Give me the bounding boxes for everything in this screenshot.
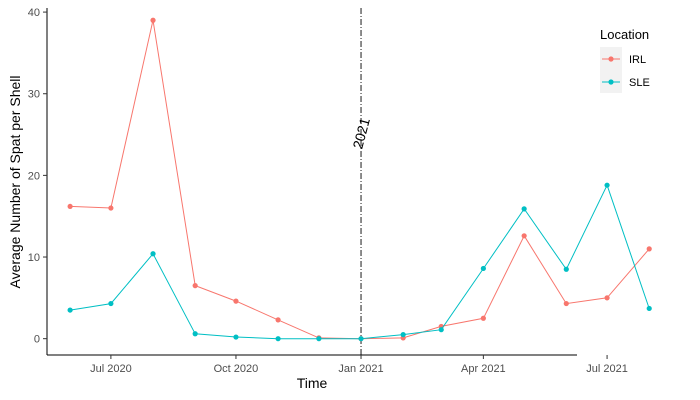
data-point-sle bbox=[68, 307, 73, 312]
x-tick-label: Jul 2020 bbox=[90, 363, 132, 375]
data-point-sle bbox=[233, 334, 238, 339]
y-tick-label: 40 bbox=[28, 7, 40, 19]
data-point-irl bbox=[522, 233, 527, 238]
y-tick-label: 10 bbox=[28, 252, 40, 264]
data-point-irl bbox=[564, 301, 569, 306]
data-point-sle bbox=[150, 251, 155, 256]
data-point-sle bbox=[604, 183, 609, 188]
data-point-irl bbox=[275, 317, 280, 322]
data-point-sle bbox=[193, 331, 198, 336]
data-point-sle bbox=[522, 206, 527, 211]
y-tick-label: 20 bbox=[28, 170, 40, 182]
data-point-irl bbox=[193, 283, 198, 288]
y-tick-label: 0 bbox=[34, 334, 40, 346]
data-point-sle bbox=[401, 332, 406, 337]
data-point-sle bbox=[439, 327, 444, 332]
legend-key-point-irl bbox=[608, 56, 613, 61]
data-point-sle bbox=[275, 336, 280, 341]
data-point-irl bbox=[233, 299, 238, 304]
data-point-sle bbox=[358, 336, 363, 341]
x-axis-title: Time bbox=[297, 375, 328, 391]
x-tick-label: Apr 2021 bbox=[461, 363, 506, 375]
legend-label-sle: SLE bbox=[629, 77, 650, 89]
legend-key-point-sle bbox=[608, 79, 613, 84]
y-tick-label: 30 bbox=[28, 89, 40, 101]
data-point-irl bbox=[68, 204, 73, 209]
data-point-irl bbox=[481, 316, 486, 321]
data-point-sle bbox=[481, 266, 486, 271]
legend-key-background bbox=[600, 47, 622, 93]
x-tick-label: Oct 2020 bbox=[214, 363, 259, 375]
y-axis-title: Average Number of Spat per Shell bbox=[7, 76, 23, 289]
data-point-sle bbox=[316, 336, 321, 341]
data-point-irl bbox=[150, 18, 155, 23]
x-tick-label: Jan 2021 bbox=[338, 363, 383, 375]
x-tick-label: Jul 2021 bbox=[586, 363, 628, 375]
data-point-sle bbox=[108, 301, 113, 306]
data-point-irl bbox=[647, 246, 652, 251]
legend-label-irl: IRL bbox=[629, 54, 646, 66]
legend-title: Location bbox=[600, 27, 649, 42]
data-point-sle bbox=[647, 306, 652, 311]
data-point-irl bbox=[108, 205, 113, 210]
data-point-sle bbox=[564, 267, 569, 272]
data-point-irl bbox=[604, 295, 609, 300]
